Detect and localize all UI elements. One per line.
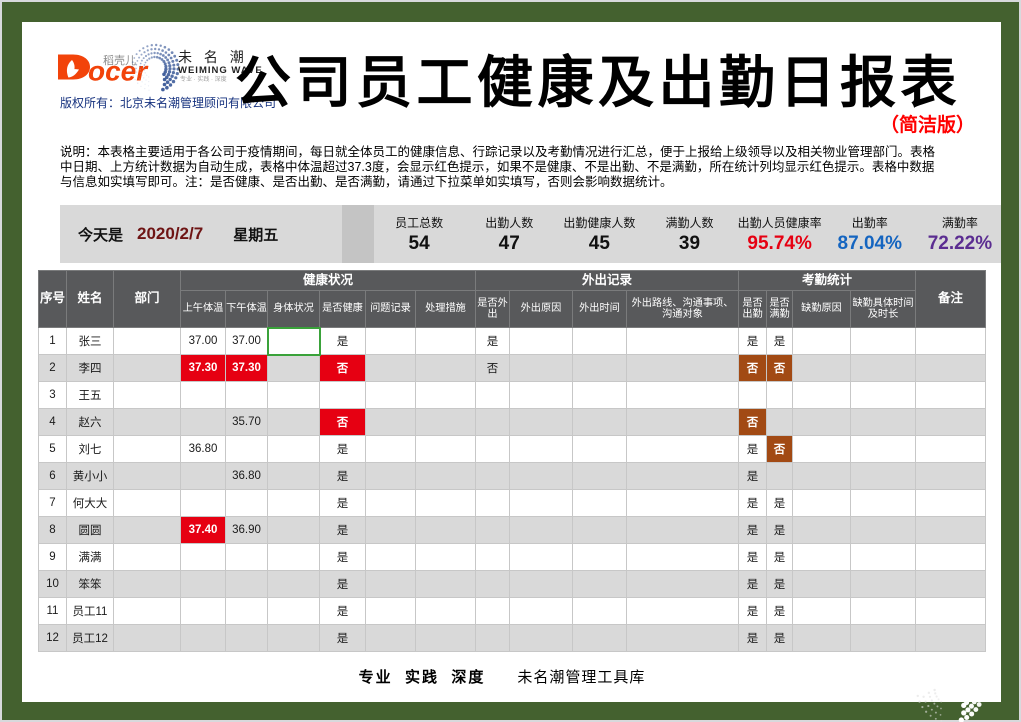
svg-text:稻壳儿: 稻壳儿 <box>103 53 136 67</box>
svg-text:专业 · 实践 · 深度: 专业 · 实践 · 深度 <box>180 75 227 83</box>
